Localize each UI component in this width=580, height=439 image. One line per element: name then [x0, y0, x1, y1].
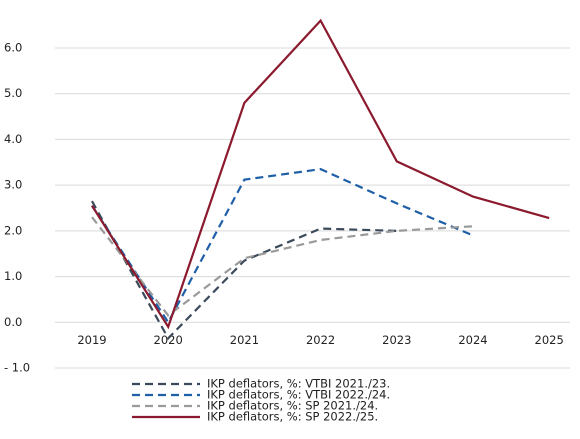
y-tick-label: 4.0 [4, 132, 22, 146]
y-tick-label: 6.0 [4, 41, 22, 55]
y-tick-label: 1.0 [4, 269, 22, 283]
legend-label: IKP deflators, %: SP 2021./24. [207, 399, 378, 413]
x-tick-label: 2023 [382, 333, 411, 347]
y-tick-label: 0.0 [4, 315, 22, 329]
series-line [91, 200, 397, 341]
y-tick-label: - 1.0 [4, 361, 30, 375]
legend-label: IKP deflators, %: SP 2022./25. [207, 410, 378, 424]
y-tick-label: 2.0 [4, 223, 22, 237]
y-tick-label: 3.0 [4, 178, 22, 192]
series-line [91, 168, 474, 325]
series-line [91, 216, 474, 317]
x-tick-label: 2021 [230, 333, 259, 347]
series-line [91, 18, 550, 330]
legend-label: IKP deflators, %: VTBI 2022./24. [207, 388, 390, 402]
legend-label: IKP deflators, %: VTBI 2021./23. [207, 377, 390, 391]
y-tick-label: 5.0 [4, 86, 22, 100]
x-tick-label: 2025 [535, 333, 564, 347]
x-tick-label: 2019 [77, 333, 106, 347]
x-tick-label: 2022 [306, 333, 335, 347]
x-tick-label: 2024 [458, 333, 487, 347]
